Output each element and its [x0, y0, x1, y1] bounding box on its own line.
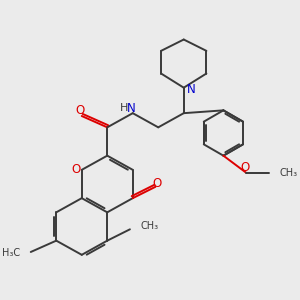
- Text: O: O: [152, 177, 161, 190]
- Text: N: N: [127, 102, 136, 115]
- Text: CH₃: CH₃: [141, 221, 159, 232]
- Text: O: O: [71, 163, 80, 176]
- Text: O: O: [76, 104, 85, 117]
- Text: H₃C: H₃C: [2, 248, 20, 258]
- Text: H: H: [120, 103, 128, 113]
- Text: CH₃: CH₃: [280, 168, 298, 178]
- Text: N: N: [187, 82, 196, 96]
- Text: O: O: [240, 161, 249, 174]
